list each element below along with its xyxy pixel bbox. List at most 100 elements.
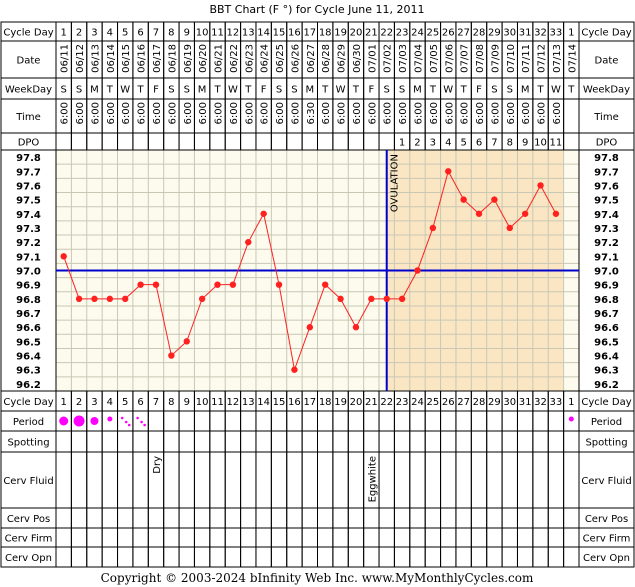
period-spot [127,423,131,427]
date-row-label-cell [0,40,57,79]
temperature-point [198,295,206,303]
dpo-row-value: 5 [460,138,466,149]
weekday-row-label-right: WeekDay [583,85,630,96]
time-row-value: 6:00 [506,102,517,124]
cycle-day-row-bottom-value: 3 [91,397,97,408]
time-row-value: 6:00 [75,102,86,124]
period-spot [140,420,143,424]
cycle-day-row-value: 1 [568,28,574,39]
dpo-row-value: 8 [507,138,513,149]
cycle-day-row-bottom-value: 6 [137,397,143,408]
temperature-point [383,295,390,303]
date-row-value: 07/11 [521,44,532,73]
cycle-day-row-bottom-value: 27 [457,397,470,408]
y-tick-label-right: 96.8 [594,295,619,306]
temperature-point [275,281,283,288]
temperature-point [91,295,98,303]
weekday-row-value: F [153,85,159,96]
cycle-day-row-value: 28 [473,28,486,39]
cycle-day-row-bottom-value: 8 [168,397,174,408]
time-row-value: 6:00 [490,102,501,124]
weekday-row-value: T [321,85,329,96]
time-row-value: 6:00 [321,102,332,124]
dpo-row-label: DPO [18,138,40,149]
time-row-value: 6:00 [413,102,424,124]
weekday-row-value: W [228,85,238,96]
time-row-value: 6:00 [383,102,394,124]
cycle-day-row-bottom-value: 23 [396,397,409,408]
y-tick-label-right: 97.1 [594,252,619,263]
time-row-value: 6:00 [198,102,209,124]
date-row-value: 07/13 [552,44,563,73]
cycle-day-row-bottom-value: 24 [411,397,424,408]
date-row-value: 07/10 [506,44,517,73]
weekday-row-value: F [261,85,267,96]
y-tick-label: 97.8 [16,153,41,164]
time-row-value: 6:00 [444,102,455,124]
weekday-row-value: T [536,85,544,96]
weekday-row-value: W [120,85,130,96]
time-row-value: 6:00 [244,102,255,124]
cycle-day-row-value: 7 [153,28,159,39]
y-tick-label-right: 97.0 [594,267,619,278]
time-row-value: 6:00 [152,102,163,124]
time-row-value: 6:00 [121,102,132,124]
cerv-opn-row-label-right: Cerv Opn [583,553,630,564]
time-row-value: 6:00 [183,102,194,124]
time-row-value: 6:00 [521,102,532,124]
weekday-row-value: S [291,85,297,96]
weekday-row-value: F [476,85,482,96]
y-tick-label: 97.6 [16,181,41,192]
cycle-day-row-value: 32 [534,28,547,39]
weekday-row-value: T [213,85,221,96]
date-row-value: 07/02 [383,44,394,73]
cycle-day-row-bottom-value: 15 [273,397,286,408]
y-tick-label-right: 96.5 [594,337,619,348]
cycle-day-row-value: 17 [303,28,316,39]
cycle-day-row-value: 13 [242,28,255,39]
cycle-day-row-value: 8 [168,28,174,39]
temperature-point [75,295,83,303]
cycle-day-row-bottom-value: 21 [365,397,378,408]
date-row-label: Date [17,56,41,67]
weekday-row-value: S [399,85,405,96]
cycle-day-row-value: 23 [396,28,409,39]
temperature-point [229,281,237,288]
period-row-label: Period [13,417,44,428]
cerv-fluid-value: Dry [152,456,163,474]
cycle-day-row-bottom-value: 7 [153,397,159,408]
temperature-point [337,295,344,303]
temperature-point [106,295,114,303]
y-tick-label-right: 97.5 [594,196,619,207]
dpo-row-value: 3 [430,138,436,149]
date-row-value: 06/24 [260,44,271,73]
period-row-label-right: Period [591,417,622,428]
y-tick-label-right: 97.8 [594,153,619,164]
period-dot [73,415,85,427]
temperature-point [445,168,452,175]
time-row-value: 6:00 [475,102,486,124]
cycle-day-row-value: 14 [257,28,270,39]
date-row-value: 06/15 [121,44,132,73]
time-row-value: 6:00 [337,102,348,124]
date-row-value: 07/01 [367,44,378,73]
weekday-row-value: S [61,85,67,96]
temperature-point [460,196,467,203]
cycle-day-row-value: 18 [319,28,332,39]
cycle-day-row-value: 5 [122,28,128,39]
cycle-day-row-bottom-value: 10 [196,397,209,408]
cycle-day-row-bottom-value: 20 [350,397,363,408]
y-tick-label: 97.3 [16,224,41,235]
cycle-day-row-value: 11 [211,28,224,39]
cycle-day-row-value: 10 [196,28,209,39]
date-row-value: 07/06 [444,44,455,73]
date-row-value: 06/23 [244,44,255,73]
time-row-value: 6:00 [352,102,363,124]
dpo-row-value: 4 [445,138,451,149]
cycle-day-row-bottom-value: 26 [442,397,455,408]
cycle-day-row-value: 25 [427,28,440,39]
cycle-day-row-value: 20 [350,28,363,39]
temperature-point [60,253,67,260]
cycle-day-row-bottom-label: Cycle Day [3,397,53,408]
cerv-pos-row-label-right: Cerv Pos [585,514,628,525]
